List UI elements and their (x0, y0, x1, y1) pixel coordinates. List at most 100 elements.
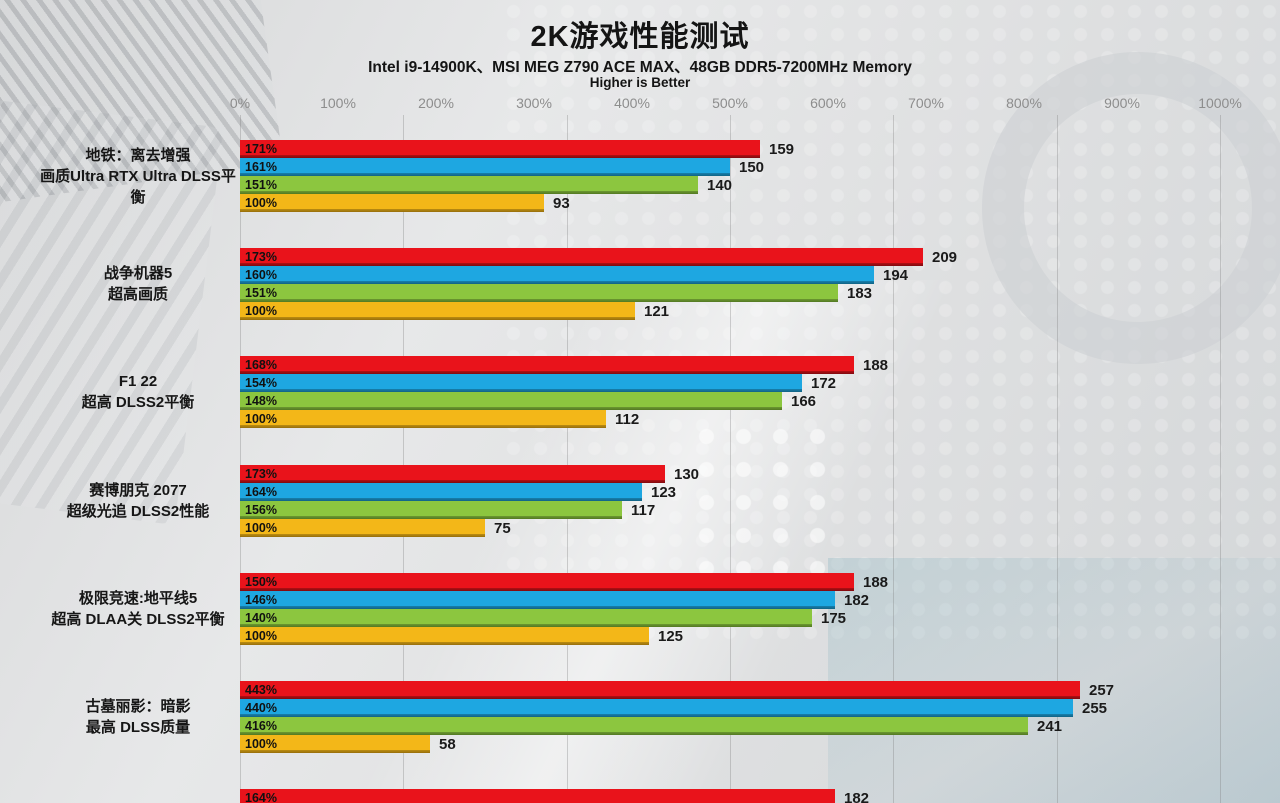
bar-percent-label: 168% (245, 358, 277, 372)
bar-percent-label: 164% (245, 791, 277, 803)
group-label-game: 赛博朋克 2077 (89, 482, 187, 499)
bar-row: 168% 188 (240, 356, 888, 374)
group-label: F1 22 超高 DLSS2平衡 (0, 356, 240, 428)
bar-value-label: 112 (615, 410, 640, 428)
bar-value-label: 58 (439, 735, 456, 753)
axis-tick-label: 700% (908, 95, 944, 111)
group-label: 极限竞速:地平线5 超高 DLAA关 DLSS2平衡 (0, 573, 240, 645)
group-label-game: 极限竞速:地平线5 (78, 590, 198, 607)
bar-row: 160% 194 (240, 266, 957, 284)
axis-tick-label: 400% (614, 95, 650, 111)
bar-percent-label: 100% (245, 412, 277, 426)
axis-tick-label: 200% (418, 95, 454, 111)
bar-percent-label: 161% (245, 160, 277, 174)
bar-value-label: 150 (739, 158, 765, 176)
bar-percent-label: 151% (245, 286, 277, 300)
axis-tick-label: 500% (712, 95, 748, 111)
bar-value-label: 125 (658, 627, 684, 645)
bar-row: 164% 123 (240, 483, 699, 501)
bar-series-red: 164% (240, 789, 835, 803)
bar-percent-label: 156% (245, 503, 277, 517)
bar-row: 100% 125 (240, 627, 888, 645)
bar-percent-label: 154% (245, 376, 277, 390)
group-bars: 173% 130 164% 123 156% 117 100% 75 (240, 465, 699, 537)
bar-value-label: 188 (863, 573, 889, 591)
bar-row: 173% 209 (240, 248, 957, 266)
bar-row: 154% 172 (240, 374, 888, 392)
bar-series-blue: 146% (240, 591, 835, 609)
group-label-settings: 超高画质 (107, 286, 168, 303)
bar-value-label: 123 (651, 483, 677, 501)
bar-series-green: 156% (240, 501, 622, 519)
bar-percent-label: 100% (245, 304, 277, 318)
gridline (1220, 115, 1221, 803)
bar-series-green: 151% (240, 284, 838, 302)
bar-percent-label: 151% (245, 178, 277, 192)
bar-value-label: 209 (932, 248, 958, 266)
bar-series-blue: 160% (240, 266, 874, 284)
bar-percent-label: 100% (245, 629, 277, 643)
group-label-game: 战争机器5 (103, 265, 173, 282)
axis-tick-label: 900% (1104, 95, 1140, 111)
bar-series-red: 173% (240, 465, 665, 483)
axis-tick-label: 300% (516, 95, 552, 111)
bar-value-label: 172 (811, 374, 837, 392)
group-label: 古墓丽影：暗影 最高 DLSS质量 (0, 681, 240, 753)
bar-percent-label: 440% (245, 701, 277, 715)
bar-value-label: 140 (707, 176, 733, 194)
bar-series-red: 173% (240, 248, 923, 266)
group-label-settings: 超高 DLAA关 DLSS2平衡 (51, 611, 225, 628)
bar-value-label: 257 (1089, 681, 1115, 699)
group-label-game: 古墓丽影：暗影 (85, 698, 191, 715)
bar-value-label: 93 (553, 194, 570, 212)
group-label: 地铁：离去增强 画质Ultra RTX Ultra DLSS平衡 (0, 140, 240, 212)
bar-value-label: 183 (847, 284, 873, 302)
bar-value-label: 159 (769, 140, 795, 158)
group-bars: 168% 188 154% 172 148% 166 100% 112 (240, 356, 888, 428)
bar-row: 151% 183 (240, 284, 957, 302)
group-label: 赛博朋克 2077 超级光追 DLSS2性能 (0, 465, 240, 537)
higher-is-better-note: Higher is Better (589, 75, 691, 90)
bar-series-yellow: 100% (240, 302, 635, 320)
bar-row: 171% 159 (240, 140, 794, 158)
bar-row: 100% 93 (240, 194, 794, 212)
bar-series-green: 151% (240, 176, 698, 194)
group-label-settings: 最高 DLSS质量 (85, 719, 191, 736)
bar-percent-label: 173% (245, 467, 277, 481)
bar-percent-label: 443% (245, 683, 277, 697)
group-bars: 150% 188 146% 182 140% 175 100% 125 (240, 573, 888, 645)
bar-series-yellow: 100% (240, 410, 606, 428)
bar-percent-label: 140% (245, 611, 277, 625)
chart-subtitle: Intel i9-14900K、MSI MEG Z790 ACE MAX、48G… (368, 59, 912, 76)
group-label-game: F1 22 (118, 373, 158, 390)
bar-series-red: 150% (240, 573, 854, 591)
bar-series-green: 140% (240, 609, 812, 627)
axis-tick-label: 1000% (1198, 95, 1242, 111)
bar-series-blue: 164% (240, 483, 642, 501)
bar-percent-label: 160% (245, 268, 277, 282)
bar-row: 151% 140 (240, 176, 794, 194)
bar-value-label: 194 (883, 266, 909, 284)
bar-percent-label: 100% (245, 196, 277, 210)
axis-tick-label: 100% (320, 95, 356, 111)
bar-percent-label: 150% (245, 575, 277, 589)
bar-row: 148% 166 (240, 392, 888, 410)
bar-series-green: 148% (240, 392, 782, 410)
bar-percent-label: 100% (245, 737, 277, 751)
group-label: 战争机器5 超高画质 (0, 248, 240, 320)
bar-series-red: 168% (240, 356, 854, 374)
bar-percent-label: 148% (245, 394, 277, 408)
bar-row: 173% 130 (240, 465, 699, 483)
bar-series-blue: 440% (240, 699, 1073, 717)
group-bars: 164% 182 (240, 789, 869, 803)
bar-row: 100% 121 (240, 302, 957, 320)
bar-value-label: 175 (821, 609, 847, 627)
bar-value-label: 121 (644, 302, 670, 320)
axis-tick-label: 0% (229, 95, 251, 111)
bar-percent-label: 416% (245, 719, 277, 733)
bar-row: 443% 257 (240, 681, 1114, 699)
bar-value-label: 75 (494, 519, 511, 537)
bar-percent-label: 146% (245, 593, 277, 607)
